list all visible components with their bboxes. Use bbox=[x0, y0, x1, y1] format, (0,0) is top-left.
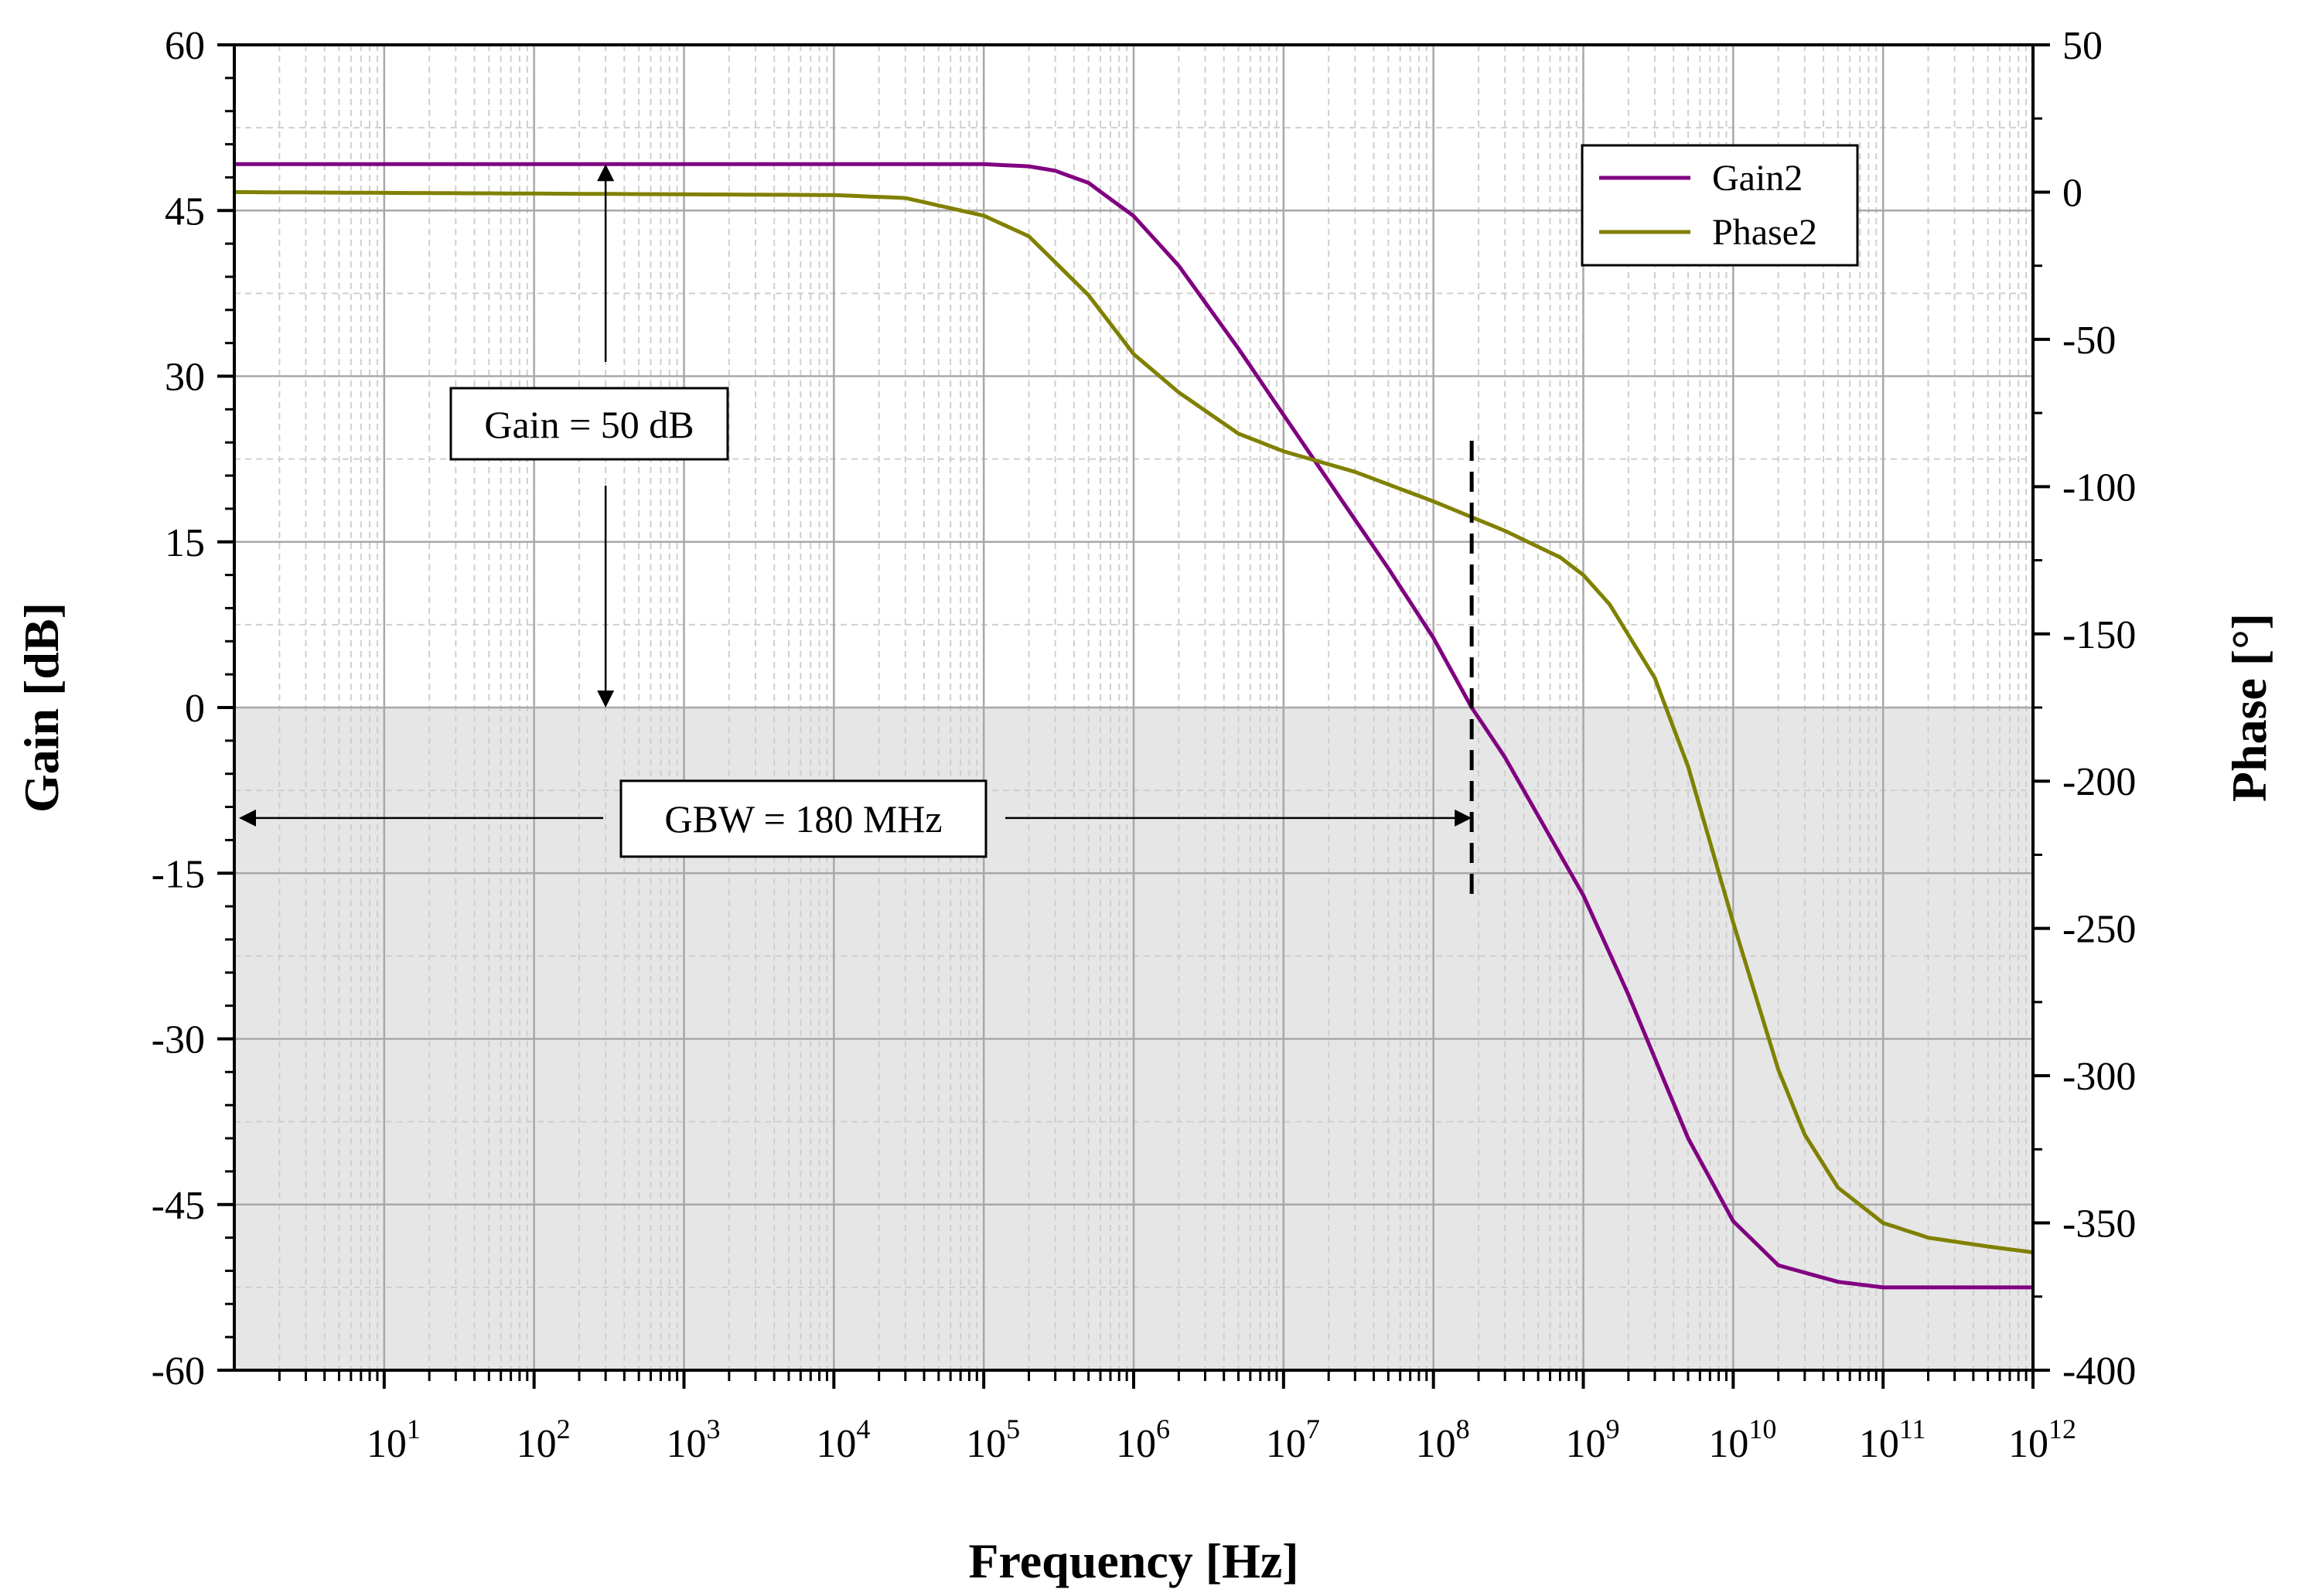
x-tick-label: 109 bbox=[1566, 1414, 1620, 1466]
y-left-axis-label: Gain [dB] bbox=[14, 602, 69, 813]
y-right-tick-label: -100 bbox=[2062, 466, 2136, 510]
y-left-tick-label: 60 bbox=[165, 24, 205, 68]
gbw-arrow-right-head bbox=[1455, 809, 1472, 827]
y-left-tick-label: 45 bbox=[165, 189, 205, 234]
gain-arrow-down-head bbox=[597, 691, 615, 708]
x-tick-label: 107 bbox=[1266, 1414, 1320, 1466]
x-tick-label: 106 bbox=[1116, 1414, 1170, 1466]
y-left-tick-label: 30 bbox=[165, 356, 205, 400]
annotations: Gain = 50 dB GBW = 180 MHz bbox=[239, 164, 1474, 895]
gbw-label: GBW = 180 MHz bbox=[664, 797, 942, 841]
y-right-tick-label: -150 bbox=[2062, 613, 2136, 657]
legend-label-gain2: Gain2 bbox=[1712, 158, 1803, 199]
y-left-tick-label: -30 bbox=[152, 1018, 205, 1062]
gain-label: Gain = 50 dB bbox=[484, 403, 694, 446]
legend: Gain2 Phase2 bbox=[1581, 144, 1859, 267]
x-tick-label: 101 bbox=[367, 1414, 421, 1466]
gain-arrow-up-head bbox=[597, 164, 615, 182]
y-right-tick-label: -400 bbox=[2062, 1349, 2136, 1393]
legend-box bbox=[1581, 144, 1859, 267]
x-tick-label: 105 bbox=[966, 1414, 1020, 1466]
y-right-tick-label: -250 bbox=[2062, 908, 2136, 952]
x-tick-label: 103 bbox=[667, 1414, 721, 1466]
curves bbox=[234, 162, 2033, 1290]
y-right-tick-label: 50 bbox=[2062, 24, 2103, 68]
y-right-tick-label: 0 bbox=[2062, 171, 2082, 215]
y-left-tick-label: -60 bbox=[152, 1349, 205, 1393]
y-left-tick-label: 15 bbox=[165, 521, 205, 565]
y-right-tick-label: -50 bbox=[2062, 319, 2116, 363]
x-tick-label: 104 bbox=[816, 1414, 870, 1466]
y-left-tick-label: -15 bbox=[152, 852, 205, 896]
y-right-tick-label: -350 bbox=[2062, 1202, 2136, 1246]
x-tick-label: 1010 bbox=[1708, 1414, 1776, 1466]
x-axis-label: Frequency [Hz] bbox=[968, 1533, 1298, 1588]
x-tick-label: 1012 bbox=[2008, 1414, 2076, 1466]
y-right-tick-label: -200 bbox=[2062, 760, 2136, 804]
x-tick-label: 1011 bbox=[1859, 1414, 1926, 1466]
grid bbox=[234, 45, 2033, 1370]
gbw-label-box bbox=[619, 779, 987, 858]
y-right-axis-label: Phase [°] bbox=[2222, 613, 2277, 802]
gbw-arrow-left-head bbox=[239, 809, 256, 827]
gain-label-box bbox=[449, 387, 729, 461]
y-left-tick-label: -45 bbox=[152, 1184, 205, 1228]
y-left-tick-label: 0 bbox=[185, 687, 205, 731]
series-phase2-line bbox=[234, 189, 2033, 1255]
y-right-tick-label: -300 bbox=[2062, 1055, 2136, 1099]
legend-label-phase2: Phase2 bbox=[1712, 212, 1817, 253]
x-tick-label: 108 bbox=[1416, 1414, 1470, 1466]
axis-labels: Frequency [Hz] Gain [dB] Phase [°] bbox=[14, 602, 2277, 1588]
series-gain2-line bbox=[234, 162, 2033, 1290]
axis-ticks: 60 45 30 15 0 -15 -30 -45 -60 50 0 -50 -100 -150 -200 -… bbox=[152, 24, 2137, 1466]
x-tick-label: 102 bbox=[517, 1414, 571, 1466]
